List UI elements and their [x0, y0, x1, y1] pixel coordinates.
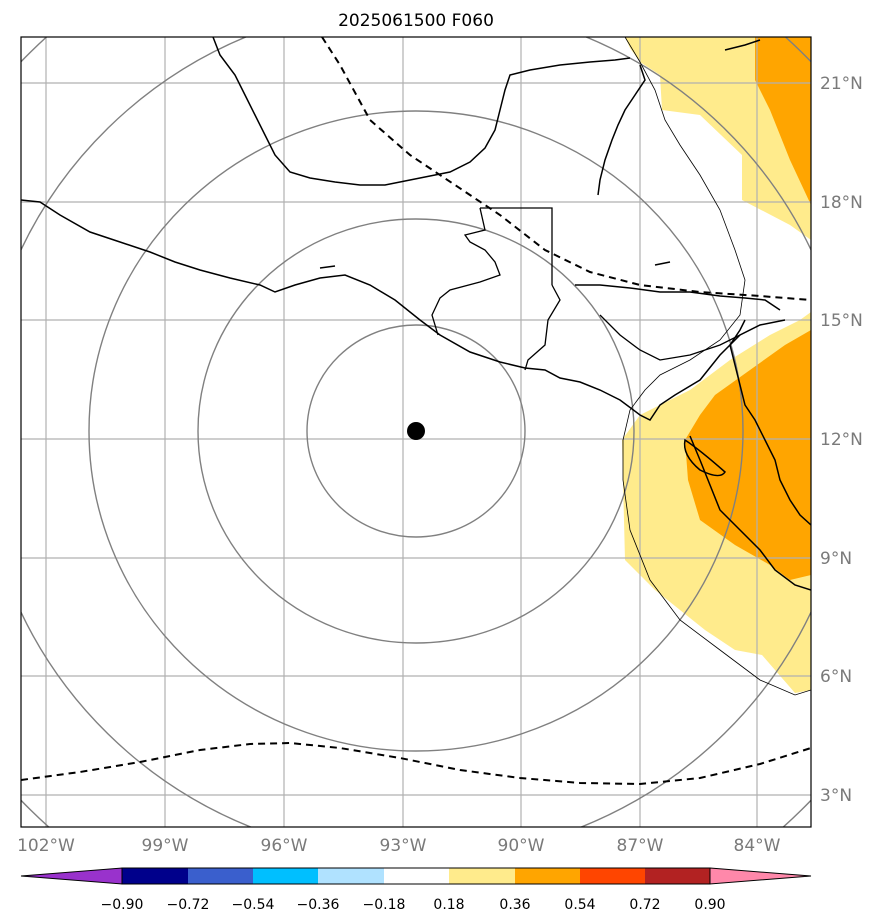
coastlines: [21, 37, 811, 591]
guatemala-honduras-border: [524, 284, 561, 371]
colorbar-segment: [645, 868, 710, 884]
range-ring-3: [88, 110, 744, 752]
shaded-field: [622, 37, 811, 693]
island-bay: [654, 261, 671, 266]
lon-label: 90°W: [498, 836, 545, 856]
range-ring-2: [197, 218, 635, 644]
costa-rica-panama-coast: [689, 435, 811, 591]
colorbar-tick-label: −0.36: [297, 897, 340, 913]
lon-label: 102°W: [17, 836, 75, 856]
dashed-contour-north: [321, 37, 811, 301]
lat-label: 18°N: [820, 193, 863, 213]
pacific-coast: [21, 199, 786, 421]
colorbar-segment: [449, 868, 515, 884]
colorbar-segment: [122, 868, 188, 884]
map-title: 2025061500 F060: [338, 11, 494, 31]
colorbar-segment: [515, 868, 580, 884]
map-frame: [20, 36, 812, 828]
colorbar: −0.90 −0.72 −0.54 −0.36 −0.18 0.18 0.36 …: [20, 867, 812, 913]
colorbar-frame: [121, 867, 711, 885]
lat-label: 9°N: [820, 549, 852, 569]
colorbar-tick-label: 0.90: [694, 897, 725, 913]
lake-nicaragua: [683, 438, 726, 477]
dashed-contour-south: [21, 741, 811, 786]
honduras-nicaragua-border: [599, 314, 741, 361]
lon-label: 99°W: [142, 836, 189, 856]
graticule: [21, 37, 811, 827]
yucatan-east-coast: [597, 64, 646, 196]
mexico-guatemala-border: [431, 207, 553, 336]
caribbean-central-america: [729, 319, 811, 526]
lon-label: 87°W: [617, 836, 664, 856]
gulf-coast-mexico: [212, 37, 631, 186]
island-bay-2: [319, 265, 336, 269]
lat-label: 12°N: [820, 430, 863, 450]
lon-label: 96°W: [261, 836, 308, 856]
dashed-contours: [21, 37, 811, 786]
colorbar-tick-label: −0.90: [101, 897, 144, 913]
political-borders: [431, 207, 741, 371]
orange-region-south: [685, 330, 811, 580]
colorbar-tick-label: 0.54: [564, 897, 595, 913]
colorbar-tick-label: 0.18: [433, 897, 464, 913]
colorbar-extend-low: [20, 867, 123, 885]
colorbar-tick-label: −0.54: [232, 897, 275, 913]
colorbar-segment: [318, 868, 384, 884]
colorbar-tick-label: 0.72: [629, 897, 660, 913]
colorbar-segment: [580, 868, 645, 884]
latitude-labels: 21°N 18°N 15°N 12°N 9°N 6°N 3°N: [820, 74, 863, 806]
lon-label: 84°W: [734, 836, 781, 856]
colorbar-segment: [188, 868, 253, 884]
thin-contours: [622, 37, 811, 696]
range-ring-1: [306, 324, 526, 538]
orange-region-north: [755, 37, 811, 205]
colorbar-tick-label: 0.36: [499, 897, 530, 913]
storm-center-marker: [407, 422, 425, 440]
lat-label: 6°N: [820, 667, 852, 687]
lon-label: 93°W: [380, 836, 427, 856]
lat-label: 21°N: [820, 74, 863, 94]
longitude-labels: 102°W 99°W 96°W 93°W 90°W 87°W 84°W: [17, 836, 781, 856]
lat-label: 15°N: [820, 311, 863, 331]
colorbar-segment: [253, 868, 318, 884]
island-cuba-tip: [724, 39, 761, 51]
honduras-north-coast: [575, 284, 781, 311]
lat-label: 3°N: [820, 786, 852, 806]
colorbar-tick-label: −0.72: [167, 897, 210, 913]
colorbar-extend-high: [709, 867, 812, 885]
colorbar-tick-label: −0.18: [363, 897, 406, 913]
colorbar-segment: [384, 868, 449, 884]
thin-contour-east: [622, 37, 811, 696]
